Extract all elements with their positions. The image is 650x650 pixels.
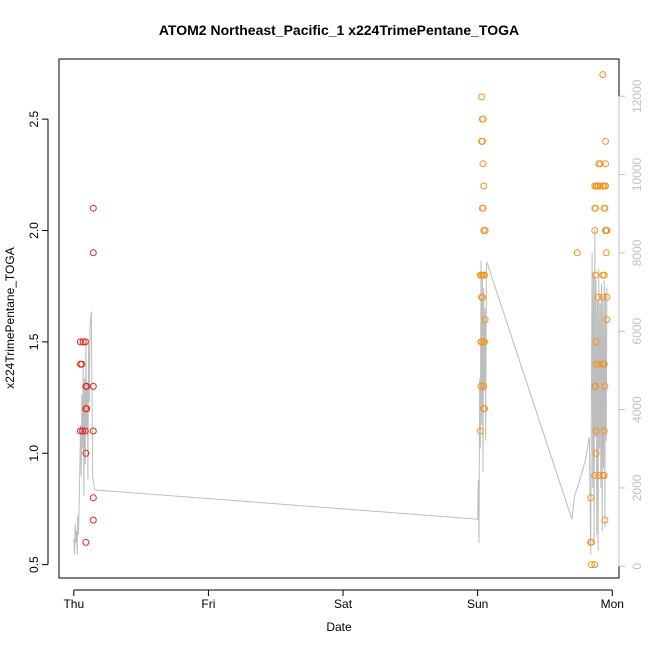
y-tick-label: 0.5 xyxy=(27,556,41,573)
y2-tick-label: 2000 xyxy=(630,474,644,501)
data-point xyxy=(599,71,607,79)
y2-tick-label: 6000 xyxy=(630,318,644,345)
data-point xyxy=(595,472,603,479)
data-point xyxy=(481,316,489,324)
data-point xyxy=(592,338,600,346)
data-point xyxy=(478,293,486,301)
data-point xyxy=(480,405,488,413)
data-point xyxy=(592,427,600,435)
data-point xyxy=(602,249,610,257)
data-point xyxy=(603,227,611,234)
data-point xyxy=(591,561,599,569)
data-point xyxy=(601,204,609,212)
data-point xyxy=(601,382,609,390)
data-point xyxy=(478,137,486,145)
data-point xyxy=(89,249,97,257)
y2-tick-label: 12000 xyxy=(630,79,644,113)
data-point xyxy=(79,338,87,346)
data-point xyxy=(602,182,609,190)
y-axis-right: 0 2000 4000 6000 8000 10000 12000 xyxy=(618,79,644,570)
data-point xyxy=(603,293,611,301)
y2-tick-label: 4000 xyxy=(630,396,644,423)
data-point xyxy=(587,494,595,502)
data-point xyxy=(602,160,609,168)
data-point xyxy=(89,516,97,524)
data-point xyxy=(480,382,488,390)
data-point xyxy=(83,405,91,413)
points-layer xyxy=(77,71,611,569)
data-point xyxy=(591,204,599,212)
data-point xyxy=(592,449,600,457)
right-axis-series-line xyxy=(73,229,608,555)
y-tick-label: 1.5 xyxy=(27,333,41,350)
y-tick-label: 2.0 xyxy=(27,222,41,239)
data-point xyxy=(480,182,488,190)
data-point xyxy=(89,494,97,502)
data-point xyxy=(478,338,486,346)
data-point xyxy=(83,382,91,390)
data-point xyxy=(89,204,97,212)
y2-tick-label: 10000 xyxy=(630,158,644,192)
y2-tick-label: 0 xyxy=(630,563,644,570)
data-point xyxy=(479,115,487,123)
data-point xyxy=(89,427,97,435)
data-point xyxy=(600,360,608,368)
plot-frame xyxy=(58,58,620,579)
data-point xyxy=(82,538,90,546)
data-point xyxy=(481,227,489,234)
data-point xyxy=(478,93,486,101)
data-point xyxy=(603,316,611,324)
y-tick-label: 1.0 xyxy=(27,445,41,462)
y-axis-label: x224TrimePentane_TOGA xyxy=(3,247,17,388)
data-point xyxy=(595,360,603,368)
x-tick-label: Sat xyxy=(334,597,353,611)
data-point xyxy=(594,293,602,301)
data-point xyxy=(82,449,90,457)
x-tick-label: Fri xyxy=(201,597,215,611)
data-point xyxy=(596,182,604,190)
x-tick-label: Sun xyxy=(467,597,488,611)
data-point xyxy=(573,249,581,257)
data-point xyxy=(477,382,485,390)
data-point xyxy=(480,271,488,279)
data-point xyxy=(587,561,595,569)
data-point xyxy=(77,338,84,346)
data-point xyxy=(599,293,607,301)
data-point xyxy=(78,360,86,368)
y-axis-left: 0.5 1.0 1.5 2.0 2.5 xyxy=(27,110,49,573)
data-point xyxy=(81,427,89,435)
data-point xyxy=(600,271,608,279)
right-axis-line-layer xyxy=(73,229,608,555)
data-point xyxy=(591,227,599,234)
data-point xyxy=(476,427,484,435)
data-point xyxy=(587,538,595,546)
x-tick-label: Thu xyxy=(63,597,84,611)
data-point xyxy=(596,160,604,168)
data-point xyxy=(600,472,608,479)
chart-title: ATOM2 Northeast_Pacific_1 x224TrimePenta… xyxy=(159,22,519,38)
data-point xyxy=(480,338,488,346)
data-point xyxy=(591,382,599,390)
data-point xyxy=(592,360,600,368)
data-point xyxy=(601,516,609,524)
data-point xyxy=(77,427,84,435)
x-axis-label: Date xyxy=(326,620,352,634)
data-point xyxy=(479,160,487,168)
data-point xyxy=(602,137,609,145)
data-point xyxy=(600,427,608,435)
y-tick-label: 2.5 xyxy=(27,110,41,127)
data-point xyxy=(479,204,487,212)
x-tick-label: Mon xyxy=(601,597,624,611)
data-point xyxy=(591,271,599,279)
data-point xyxy=(79,427,87,435)
data-point xyxy=(591,472,599,479)
data-point xyxy=(89,382,97,390)
y2-tick-label: 8000 xyxy=(630,239,644,266)
x-axis: Thu Fri Sat Sun Mon xyxy=(63,589,624,611)
data-point xyxy=(81,338,89,346)
